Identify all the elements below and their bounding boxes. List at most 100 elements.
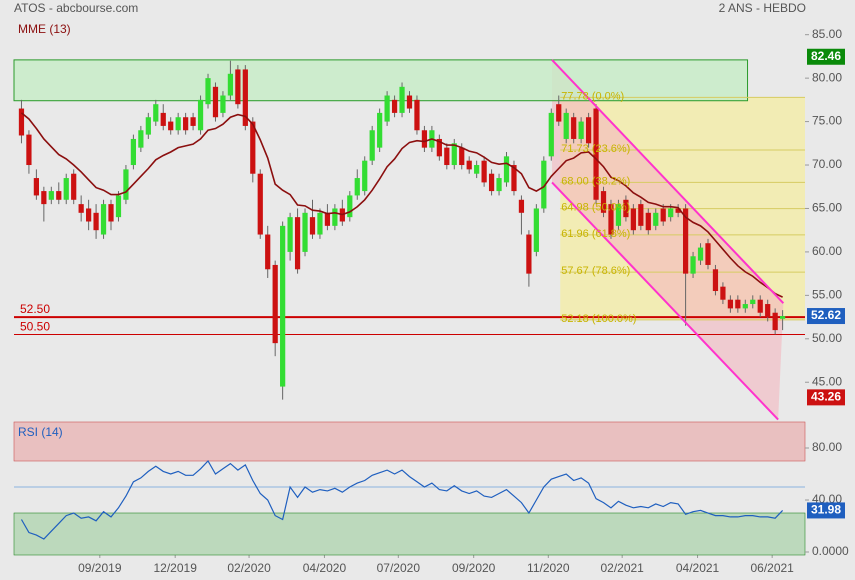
candle-body bbox=[675, 208, 681, 213]
candle-body bbox=[63, 178, 69, 200]
candle-body bbox=[780, 316, 786, 319]
candle-body bbox=[183, 117, 189, 131]
x-tick-label: 02/2020 bbox=[227, 561, 271, 575]
candle-body bbox=[235, 69, 241, 105]
candle-body bbox=[653, 212, 659, 226]
candle-body bbox=[86, 208, 92, 222]
candle-body bbox=[168, 121, 174, 131]
x-tick-label: 11/2020 bbox=[527, 561, 570, 575]
candle-body bbox=[735, 299, 741, 309]
candle-body bbox=[287, 217, 293, 252]
candle-body bbox=[526, 234, 532, 274]
candle-body bbox=[712, 269, 719, 292]
candle-body bbox=[399, 86, 405, 113]
candle-body bbox=[511, 165, 517, 192]
y-tick-label: 85.00 bbox=[812, 27, 842, 41]
candle-body bbox=[391, 99, 398, 113]
price-badge-label: 52.62 bbox=[811, 308, 841, 322]
channel-line bbox=[551, 59, 785, 304]
candle-body bbox=[123, 169, 129, 200]
y-tick-label: 80.00 bbox=[812, 70, 842, 84]
fib-label: 64.98 (50.0%) bbox=[561, 202, 630, 214]
candle-body bbox=[727, 299, 733, 309]
candle-body bbox=[451, 143, 457, 166]
y-tick-label: 45.00 bbox=[812, 374, 842, 388]
fib-label: 77.78 (0.0%) bbox=[561, 90, 624, 102]
chart-title: ATOS - abcbourse.com bbox=[14, 1, 138, 15]
candle-body bbox=[541, 160, 547, 209]
candle-body bbox=[496, 178, 502, 192]
support-label: 50.50 bbox=[20, 320, 50, 334]
candle-body bbox=[197, 99, 204, 131]
price-badge-label: 31.98 bbox=[811, 503, 841, 517]
candle-body bbox=[93, 212, 99, 231]
candle-body bbox=[294, 217, 301, 270]
candle-body bbox=[78, 204, 84, 213]
x-tick-label: 02/2021 bbox=[600, 561, 644, 575]
candle-body bbox=[533, 208, 539, 252]
candle-body bbox=[481, 160, 487, 183]
candle-body bbox=[488, 173, 495, 192]
candle-body bbox=[578, 121, 584, 139]
candle-body bbox=[660, 208, 666, 222]
candle-body bbox=[272, 264, 278, 344]
candle-body bbox=[48, 191, 54, 200]
fib-label: 71.73 (23.6%) bbox=[561, 143, 630, 155]
candle-body bbox=[153, 104, 159, 122]
candle-body bbox=[257, 173, 263, 235]
rsi-y-tick-label: 80.00 bbox=[812, 440, 842, 454]
candle-body bbox=[608, 204, 614, 235]
y-tick-label: 75.00 bbox=[812, 114, 842, 128]
support-label: 52.50 bbox=[20, 302, 50, 316]
candle-body bbox=[772, 312, 778, 331]
rsi-band bbox=[13, 421, 806, 462]
rsi-y-tick-label: 0.0000 bbox=[812, 544, 849, 558]
candle-body bbox=[765, 304, 771, 318]
candle-body bbox=[26, 134, 32, 166]
candle-body bbox=[503, 156, 510, 183]
ema-label: MME (13) bbox=[18, 22, 71, 36]
candle-body bbox=[690, 256, 696, 274]
candle-body bbox=[317, 212, 323, 235]
candle-body bbox=[668, 208, 674, 218]
x-tick-label: 04/2020 bbox=[303, 561, 347, 575]
price-badge-label: 82.46 bbox=[811, 49, 841, 63]
candle-body bbox=[459, 147, 465, 166]
fib-label: 68.00 (38.2%) bbox=[561, 175, 630, 187]
candle-body bbox=[220, 95, 226, 113]
candle-body bbox=[571, 117, 577, 139]
candle-body bbox=[56, 191, 62, 200]
candle-body bbox=[175, 117, 181, 131]
x-tick-label: 09/2019 bbox=[78, 561, 122, 575]
candle-body bbox=[705, 243, 711, 265]
ema-line bbox=[20, 112, 783, 298]
candle-body bbox=[190, 117, 196, 126]
candle-body bbox=[384, 95, 390, 122]
candle-body bbox=[750, 299, 756, 305]
candle-body bbox=[145, 117, 151, 135]
price-badge-label: 43.26 bbox=[811, 390, 841, 404]
fib-label: 52.18 (100.0%) bbox=[561, 313, 636, 325]
candle-body bbox=[593, 108, 599, 200]
chart-subtitle: 2 ANS - HEBDO bbox=[719, 1, 806, 15]
y-tick-label: 60.00 bbox=[812, 244, 842, 258]
candle-body bbox=[71, 173, 77, 200]
candle-body bbox=[682, 208, 689, 274]
candle-body bbox=[638, 204, 644, 226]
x-tick-label: 12/2019 bbox=[153, 561, 197, 575]
fib-label: 61.96 (61.8%) bbox=[561, 228, 630, 240]
fib-label: 57.67 (78.6%) bbox=[561, 265, 630, 277]
candle-body bbox=[585, 117, 592, 144]
candle-body bbox=[33, 178, 39, 196]
rsi-label: RSI (14) bbox=[18, 425, 63, 439]
candle-body bbox=[556, 104, 562, 122]
candle-body bbox=[406, 95, 413, 109]
candle-body bbox=[302, 212, 308, 252]
y-tick-label: 65.00 bbox=[812, 201, 842, 215]
rsi-band bbox=[13, 512, 806, 556]
candle-body bbox=[615, 204, 622, 226]
candle-body bbox=[563, 112, 569, 139]
candle-body bbox=[377, 112, 383, 148]
candle-body bbox=[720, 286, 726, 300]
